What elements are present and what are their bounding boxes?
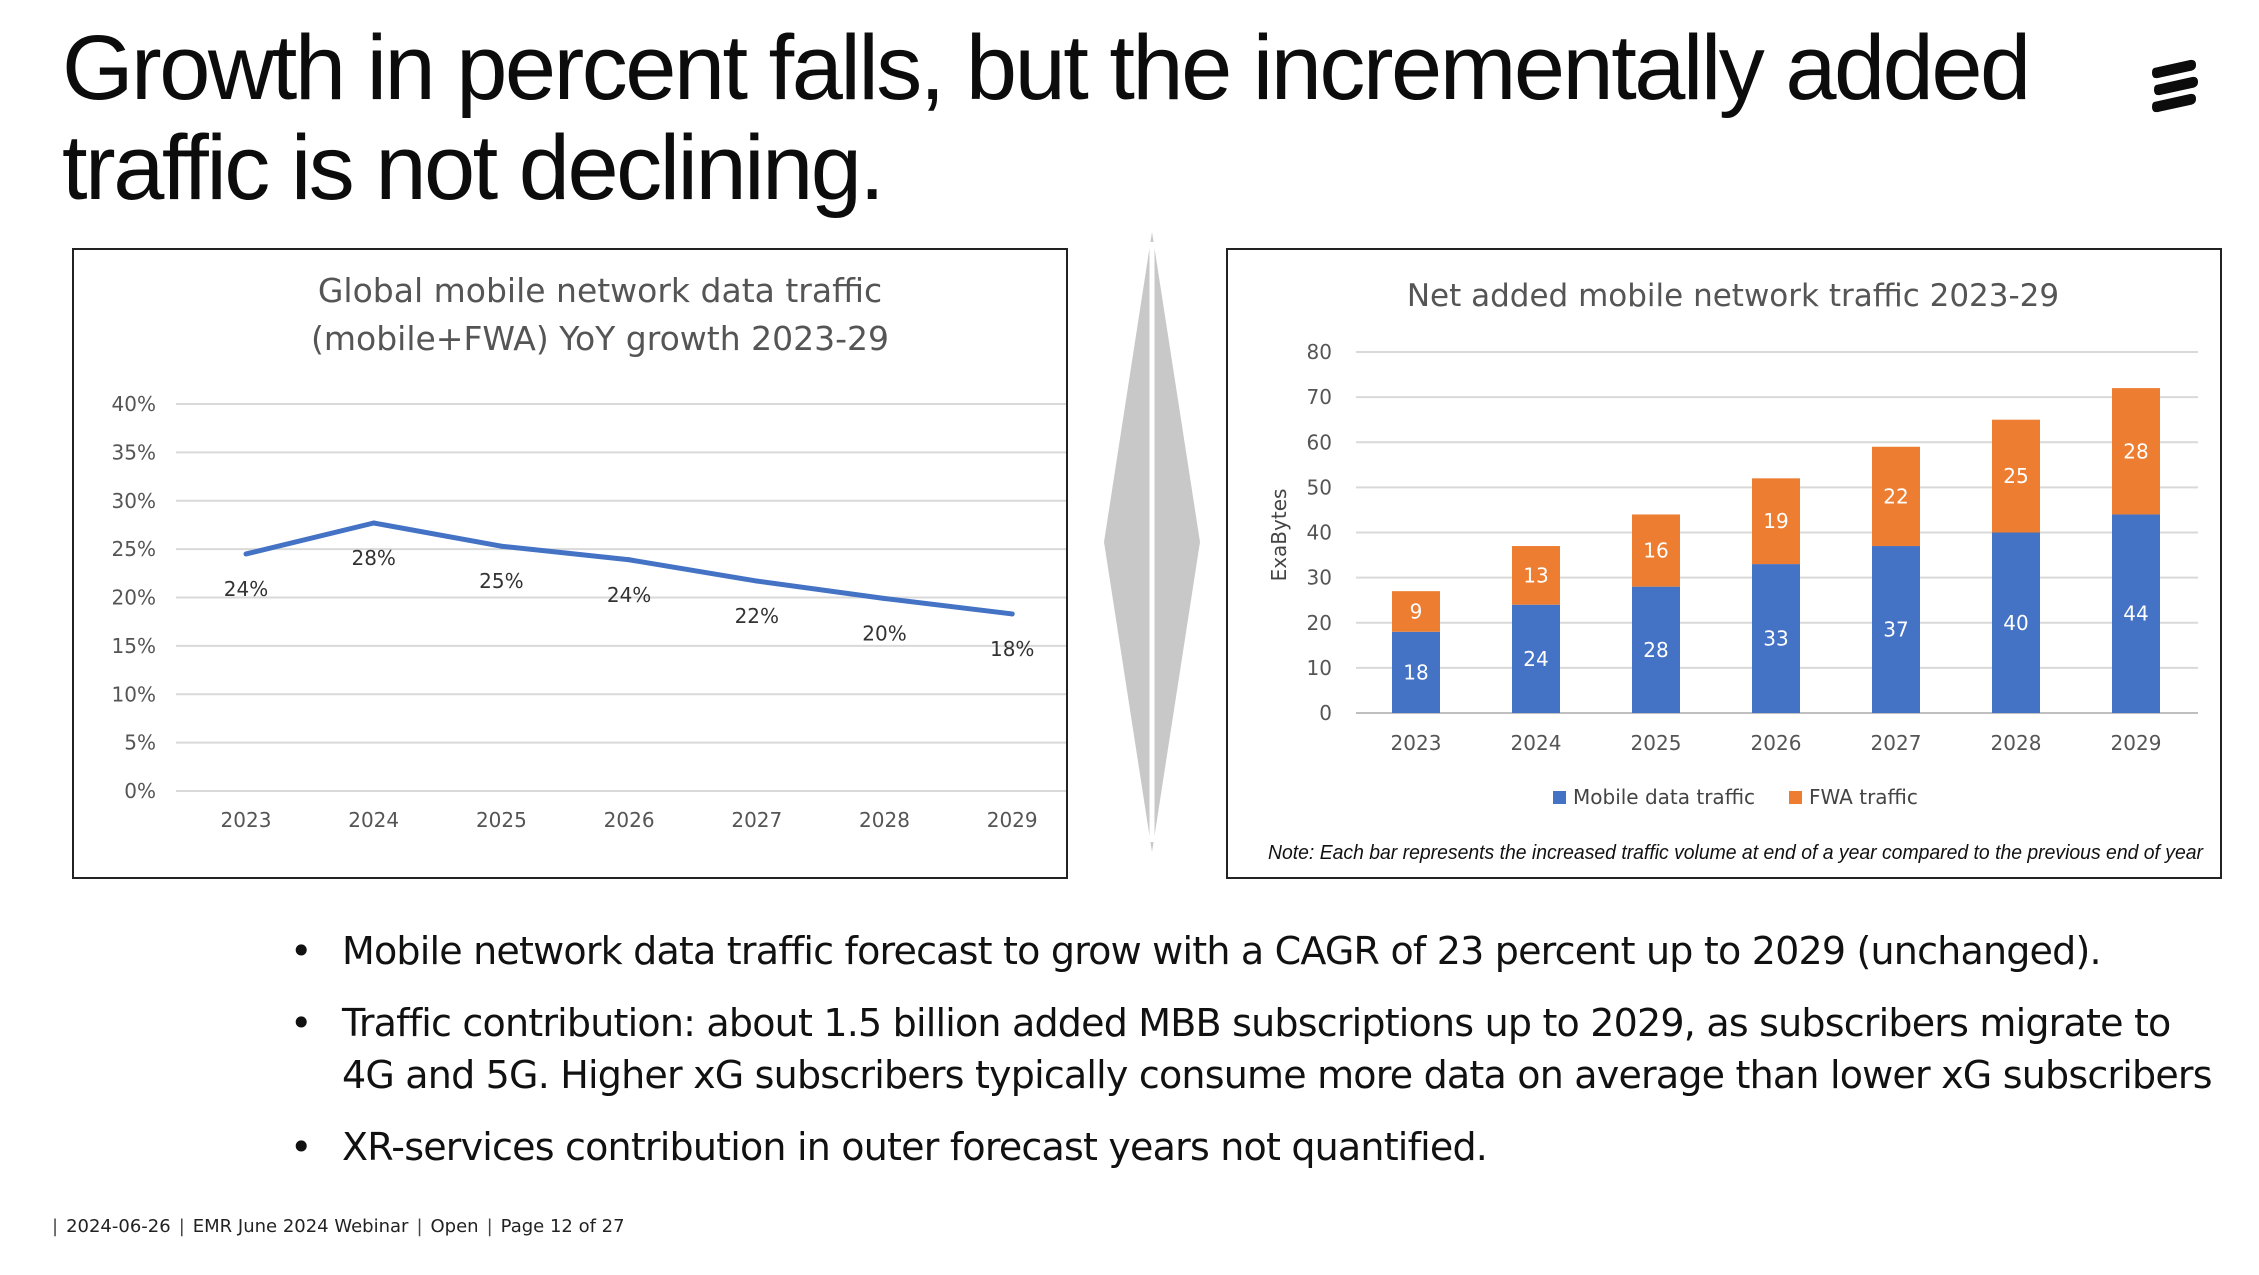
x-tick-label: 2025 — [1631, 731, 1682, 755]
footer-event: EMR June 2024 Webinar — [192, 1216, 409, 1237]
y-tick-label: 60 — [1307, 430, 1332, 454]
bar-label-fwa: 9 — [1410, 599, 1423, 623]
y-tick-label: 40 — [1307, 521, 1332, 545]
growth-data-label: 25% — [479, 569, 523, 593]
growth-data-label: 20% — [862, 621, 906, 645]
bar-fwa — [1632, 514, 1680, 587]
footer: | 2024-06-26 | EMR June 2024 Webinar | Open | P… — [52, 1216, 625, 1237]
bar-label-mobile: 18 — [1403, 660, 1428, 684]
y-tick-label: 80 — [1307, 340, 1332, 364]
legend-label-fwa: FWA traffic — [1809, 785, 1918, 809]
x-tick-label: 2024 — [1511, 731, 1562, 755]
bar-label-fwa: 25 — [2003, 464, 2028, 488]
legend-label-mobile: Mobile data traffic — [1573, 785, 1755, 809]
x-tick-label: 2029 — [987, 808, 1038, 832]
bar-chart-title: Net added mobile network traffic 2023-29 — [1407, 278, 2059, 314]
x-tick-label: 2026 — [1751, 731, 1802, 755]
bar-fwa — [1992, 419, 2040, 533]
bar-fwa — [1392, 591, 1440, 632]
bullet-item: Traffic contribution: about 1.5 billion … — [290, 997, 2220, 1101]
bar-mobile-data — [1392, 631, 1440, 713]
y-tick-label: 25% — [112, 537, 156, 561]
bar-label-fwa: 16 — [1643, 539, 1668, 563]
y-tick-label: 40% — [112, 392, 156, 416]
y-tick-label: 70 — [1307, 385, 1332, 409]
x-tick-label: 2028 — [859, 808, 910, 832]
x-tick-label: 2026 — [604, 808, 655, 832]
bar-mobile-data — [1632, 586, 1680, 713]
net-added-bar-chart: Net added mobile network traffic 2023-29… — [1267, 278, 2204, 864]
growth-chart-panel: Global mobile network data traffic (mobi… — [72, 248, 1068, 879]
growth-data-label: 24% — [607, 583, 651, 607]
x-tick-label: 2024 — [348, 808, 399, 832]
footer-classification: Open — [430, 1216, 479, 1237]
bar-label-mobile: 28 — [1643, 638, 1668, 662]
line-chart-title-line1: Global mobile network data traffic — [318, 271, 882, 310]
legend-swatch-mobile — [1553, 791, 1566, 804]
x-tick-label: 2023 — [221, 808, 272, 832]
bar-label-fwa: 28 — [2123, 439, 2148, 463]
bar-label-mobile: 40 — [2003, 611, 2028, 635]
growth-data-point — [1009, 611, 1015, 617]
bar-chart-ylabel: ExaBytes — [1267, 489, 1291, 582]
ericsson-logo-icon — [2152, 59, 2198, 113]
y-tick-label: 20% — [112, 586, 156, 610]
growth-data-label: 18% — [990, 637, 1034, 661]
bar-mobile-data — [1752, 564, 1800, 713]
x-tick-label: 2029 — [2111, 731, 2162, 755]
bar-label-fwa: 13 — [1523, 563, 1548, 587]
growth-data-point — [371, 520, 377, 526]
footer-page: Page 12 of 27 — [500, 1216, 625, 1237]
y-tick-label: 10% — [112, 682, 156, 706]
bar-fwa — [1872, 446, 1920, 547]
line-chart-title-line2: (mobile+FWA) YoY growth 2023-29 — [311, 319, 889, 358]
growth-data-label: 24% — [224, 577, 268, 601]
bullet-item: XR-services contribution in outer foreca… — [290, 1121, 2220, 1173]
bar-label-mobile: 44 — [2123, 602, 2148, 626]
x-tick-label: 2027 — [1871, 731, 1922, 755]
y-tick-label: 20 — [1307, 611, 1332, 635]
growth-data-point — [882, 595, 887, 601]
chart-note: Note: Each bar represents the increased … — [1268, 842, 2204, 864]
bar-mobile-data — [1512, 604, 1560, 713]
bar-label-mobile: 33 — [1763, 627, 1788, 651]
growth-data-label: 22% — [735, 604, 779, 628]
y-tick-label: 30 — [1307, 566, 1332, 590]
bullet-list: Mobile network data traffic forecast to … — [290, 925, 2220, 1193]
growth-data-point — [498, 543, 504, 549]
y-tick-label: 0% — [124, 779, 156, 803]
growth-data-point — [243, 551, 249, 557]
y-tick-label: 5% — [124, 731, 156, 755]
footer-date: 2024-06-26 — [66, 1216, 171, 1237]
legend-swatch-fwa — [1789, 791, 1802, 804]
bar-label-mobile: 24 — [1523, 647, 1548, 671]
divider-arrow-icon — [1104, 232, 1200, 852]
x-tick-label: 2027 — [731, 808, 782, 832]
bar-fwa — [1752, 478, 1800, 565]
growth-data-point — [626, 557, 632, 563]
bar-mobile-data — [1992, 532, 2040, 713]
y-tick-label: 0 — [1319, 701, 1332, 725]
bar-label-mobile: 37 — [1883, 618, 1908, 642]
y-tick-label: 15% — [112, 634, 156, 658]
x-tick-label: 2025 — [476, 808, 527, 832]
bar-mobile-data — [1872, 546, 1920, 713]
x-tick-label: 2023 — [1391, 731, 1442, 755]
y-tick-label: 50 — [1307, 475, 1332, 499]
net-added-chart-panel: Net added mobile network traffic 2023-29… — [1226, 248, 2222, 879]
y-tick-label: 30% — [112, 489, 156, 513]
bar-fwa — [2112, 388, 2160, 515]
bar-label-fwa: 19 — [1763, 509, 1788, 533]
x-tick-label: 2028 — [1991, 731, 2042, 755]
growth-data-label: 28% — [351, 546, 395, 570]
growth-data-point — [754, 578, 760, 584]
bar-mobile-data — [2112, 514, 2160, 713]
y-tick-label: 35% — [112, 440, 156, 464]
y-tick-label: 10 — [1307, 656, 1332, 680]
growth-line-chart: Global mobile network data traffic (mobi… — [112, 271, 1066, 832]
bar-label-fwa: 22 — [1883, 484, 1908, 508]
bullet-item: Mobile network data traffic forecast to … — [290, 925, 2220, 977]
slide-title: Growth in percent falls, but the increme… — [62, 17, 2031, 219]
bar-fwa — [1512, 546, 1560, 605]
